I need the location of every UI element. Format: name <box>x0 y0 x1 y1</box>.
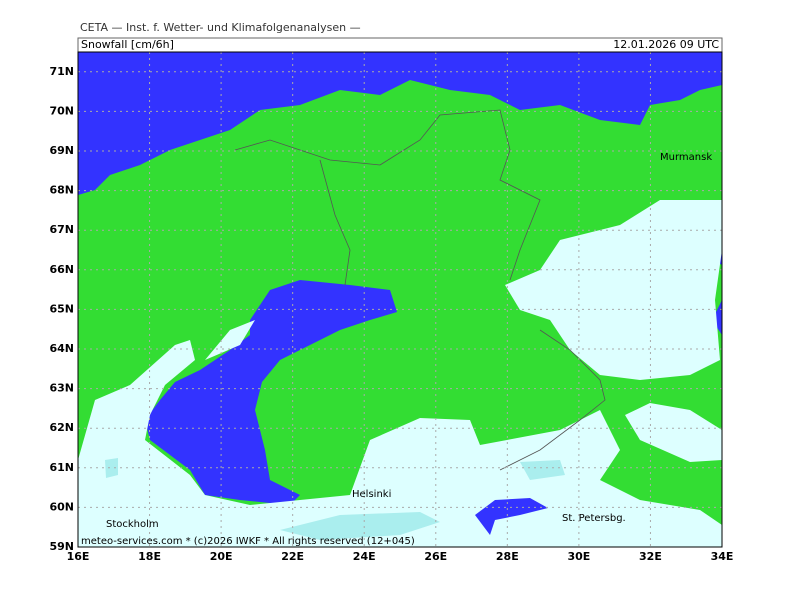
borders <box>234 109 606 471</box>
snow-south <box>78 340 722 547</box>
y-tick-label: 67N <box>49 223 74 236</box>
snow-moderate <box>105 458 565 540</box>
y-tick-label: 63N <box>49 382 74 395</box>
snow-east <box>505 200 722 380</box>
y-tick-label: 61N <box>49 461 74 474</box>
x-tick-label: 28E <box>496 550 519 563</box>
x-tick-label: 34E <box>711 550 734 563</box>
x-tick-label: 18E <box>138 550 161 563</box>
y-tick-label: 65N <box>49 302 74 315</box>
x-tick-label: 30E <box>567 550 590 563</box>
city-label: Helsinki <box>352 489 391 500</box>
snow-southeast <box>625 403 722 462</box>
map-area <box>78 52 722 547</box>
snow-coast <box>205 320 255 360</box>
white-sea <box>705 240 722 335</box>
x-tick-label: 16E <box>67 550 90 563</box>
header-title: CETA — Inst. f. Wetter- und Klimafolgena… <box>80 21 361 34</box>
city-label: St. Petersbg. <box>562 513 626 524</box>
parameter-label: Snowfall [cm/6h] <box>81 38 174 51</box>
y-tick-label: 62N <box>49 421 74 434</box>
y-tick-label: 64N <box>49 342 74 355</box>
x-tick-label: 32E <box>639 550 662 563</box>
footer: meteo-services.com * (c)2026 IWKF * All … <box>81 536 415 547</box>
gulf-of-bothnia <box>145 280 397 505</box>
valid-time: 12.01.2026 09 UTC <box>613 38 719 51</box>
y-tick-label: 69N <box>49 144 74 157</box>
y-tick-label: 60N <box>49 500 74 513</box>
sea-north <box>78 52 722 195</box>
city-label: Murmansk <box>660 152 712 163</box>
y-tick-label: 66N <box>49 263 74 276</box>
y-tick-label: 70N <box>49 104 74 117</box>
y-tick-label: 68N <box>49 184 74 197</box>
y-tick-label: 71N <box>49 65 74 78</box>
y-tick-label: 59N <box>49 540 74 553</box>
x-tick-label: 24E <box>353 550 376 563</box>
x-tick-label: 26E <box>424 550 447 563</box>
x-tick-label: 20E <box>210 550 233 563</box>
city-label: Stockholm <box>106 519 159 530</box>
x-tick-label: 22E <box>281 550 304 563</box>
map-frame <box>77 51 723 548</box>
